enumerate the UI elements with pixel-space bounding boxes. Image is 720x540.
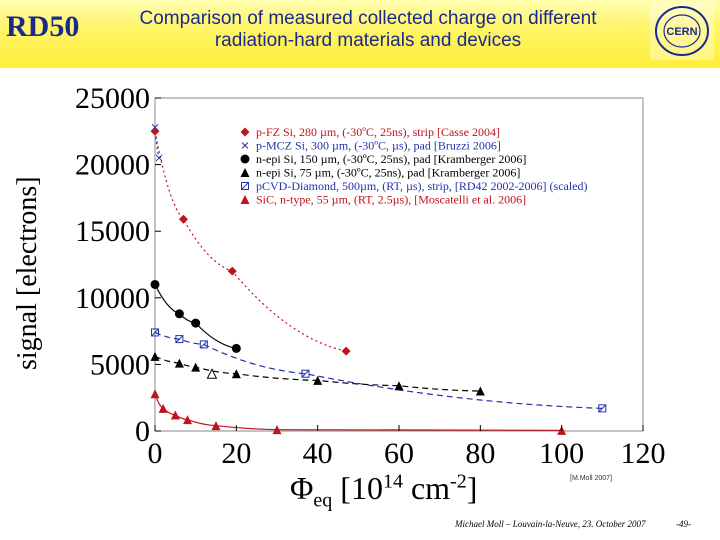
x-tick-label: 100 <box>539 437 584 468</box>
data-point <box>150 279 160 289</box>
slide-header: RD50 Comparison of measured collected ch… <box>0 0 720 68</box>
fit-line <box>154 127 160 159</box>
x-tick-label: 20 <box>221 437 251 468</box>
legend-marker <box>240 195 250 204</box>
data-point <box>231 369 241 379</box>
data-point <box>394 381 404 391</box>
footer-text: Michael Moll – Louvain-la-Neuve, 23. Oct… <box>455 519 646 529</box>
slide-title: Comparison of measured collected charge … <box>118 8 618 52</box>
legend-marker <box>241 182 249 190</box>
rd50-logo: RD50 <box>6 10 80 43</box>
data-point <box>178 214 188 224</box>
data-point <box>174 309 184 319</box>
y-tick-label: 15000 <box>75 215 150 248</box>
chart-svg: 0 5000 10000 15000 20000 25000 0 20 40 60 80 100 120… <box>75 82 666 468</box>
data-point <box>175 335 184 344</box>
fit-line <box>154 284 237 350</box>
fit-line <box>154 131 347 352</box>
legend-marker <box>240 127 250 137</box>
data-point <box>341 346 351 356</box>
x-tick-label: 0 <box>148 437 163 468</box>
data-point <box>150 351 160 361</box>
x-tick-label: 40 <box>303 437 333 468</box>
data-point <box>170 410 180 420</box>
data-point <box>151 328 159 337</box>
legend-label: n-epi Si, 150 µm, (-30ºC, 25ns), pad [Kr… <box>256 152 526 166</box>
title-line-1: Comparison of measured collected charge … <box>139 8 597 29</box>
x-tick-label: 60 <box>384 437 414 468</box>
x-tick-label: 120 <box>621 437 666 468</box>
x-axis-label: Φeq [1014 cm-2] <box>290 470 478 512</box>
data-point <box>272 425 282 435</box>
data-point <box>150 389 160 399</box>
data-point <box>227 266 237 276</box>
data-point <box>191 318 201 328</box>
data-point <box>150 126 160 136</box>
data-point <box>174 358 184 368</box>
data-point <box>158 403 168 413</box>
legend-marker <box>241 142 249 149</box>
y-tick-label: 20000 <box>75 149 150 182</box>
y-tick-label: 25000 <box>75 82 150 115</box>
data-point <box>231 343 241 353</box>
data-point <box>191 362 201 372</box>
legend-label: p-FZ Si, 280 µm, (-30ºC, 25ns), strip [C… <box>256 125 500 139</box>
title-line-2: radiation-hard materials and devices <box>214 30 522 51</box>
legend-label: SiC, n-type, 55 µm, (RT, 2.5µs), [Moscat… <box>256 193 526 207</box>
data-point <box>206 368 218 379</box>
fit-line <box>154 355 481 392</box>
data-point <box>313 375 323 385</box>
credit-text: [M.Moll 2007] <box>570 475 613 482</box>
cern-logo: CERN <box>650 2 714 60</box>
legend-label: n-epi Si, 75 µm, (-30ºC, 25ns), pad [Kra… <box>256 166 520 180</box>
data-point <box>183 415 193 425</box>
x-tick-label: 80 <box>465 437 495 468</box>
data-point <box>301 369 310 378</box>
data-point <box>211 421 221 431</box>
data-point <box>155 154 163 162</box>
y-tick-label: 10000 <box>75 282 150 315</box>
data-point <box>199 340 208 349</box>
y-tick-label: 0 <box>135 415 150 448</box>
legend-marker <box>240 154 250 164</box>
legend-label: p-MCZ Si, 300 µm, (-30ºC, µs), pad [Bruz… <box>256 139 501 153</box>
page-number: -49- <box>676 519 691 529</box>
legend-label: pCVD-Diamond, 500µm, (RT, µs), strip, [R… <box>256 179 588 193</box>
svg-text:CERN: CERN <box>666 26 697 38</box>
data-point <box>475 386 485 396</box>
legend-marker <box>240 168 250 177</box>
data-point <box>151 123 159 131</box>
y-tick-label: 5000 <box>90 348 150 381</box>
data-point <box>598 404 607 413</box>
y-axis-label: signal [electrons] <box>12 176 43 370</box>
